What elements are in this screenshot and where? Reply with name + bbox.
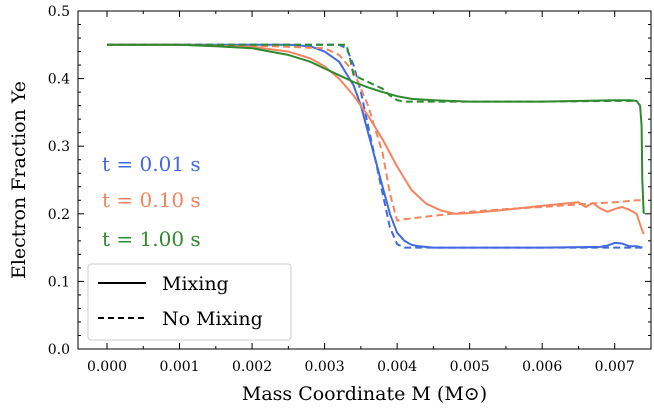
series-t001-dashed [107,43,643,249]
x-tick-label: 0.003 [305,359,345,375]
y-tick-label: 0.2 [48,207,70,223]
y-axis-label: Electron Fraction Ye [8,81,30,279]
legend-label-mixing: Mixing [162,273,229,295]
x-tick-label: 0.004 [377,359,417,375]
series-t010-solid [107,43,645,235]
y-axis-label-text: Electron Fraction Ye [8,81,30,279]
x-tick-label: 0.006 [522,359,562,375]
annotation-t001: t = 0.01 s [102,152,201,176]
x-axis-label-text: Mass Coordinate M (M⊙) [242,383,487,405]
x-tick-label: 0.002 [232,359,272,375]
annotation-t100: t = 1.00 s [102,227,201,251]
plot-frame [77,10,652,350]
legend: Mixing No Mixing [87,263,292,341]
x-tick-label: 0.005 [450,359,490,375]
x-axis-label: Mass Coordinate M (M⊙) [242,383,487,405]
series-t100-solid [107,43,645,214]
x-tick-label: 0.000 [87,359,127,375]
x-tick-label: 0.007 [595,359,635,375]
y-tick-label: 0.0 [48,342,70,358]
y-tick-label: 0.5 [48,4,70,20]
y-tick-label: 0.3 [48,139,70,155]
y-tick-label: 0.4 [48,72,70,88]
series-t100-dashed [107,43,637,103]
axis-ticks: 0.000 0.001 0.002 0.003 0.004 0.005 0.006 0.007… [48,4,652,375]
x-tick-label: 0.001 [159,359,199,375]
y-tick-label: 0.1 [48,274,70,290]
series-t001-solid [107,43,643,249]
legend-label-no-mixing: No Mixing [162,308,263,330]
series-t010-dashed [107,43,643,222]
plot-lines [107,43,645,249]
annotation-t010: t = 0.10 s [102,188,201,212]
